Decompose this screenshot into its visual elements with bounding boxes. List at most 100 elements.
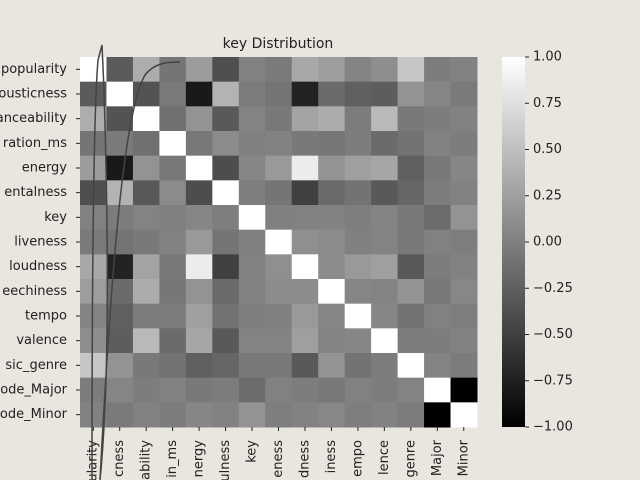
heatmap-cell xyxy=(80,81,107,107)
heatmap-cell xyxy=(450,279,478,305)
heatmap-cell xyxy=(238,353,266,379)
heatmap-cell xyxy=(318,353,346,379)
heatmap-cell xyxy=(159,57,187,83)
heatmap-cell xyxy=(291,57,319,83)
x-tick-label: empo xyxy=(350,440,365,477)
heatmap-cell xyxy=(132,377,160,403)
heatmap-cell xyxy=(238,106,266,132)
heatmap-cell xyxy=(344,81,372,107)
overlay-curve xyxy=(91,44,181,480)
heatmap-cell xyxy=(344,131,372,157)
heatmap-cell xyxy=(318,303,346,329)
heatmap-cell xyxy=(265,254,293,280)
heatmap-cell xyxy=(371,402,399,428)
heatmap-cell xyxy=(238,155,266,181)
heatmap-cell xyxy=(106,205,134,231)
colorbar-tick-label: −1.00 xyxy=(533,420,573,435)
heatmap-cell xyxy=(159,131,187,157)
heatmap-cell xyxy=(344,229,372,255)
heatmap-cell xyxy=(265,353,293,379)
heatmap-cell xyxy=(397,402,425,428)
heatmap-cell xyxy=(450,180,478,206)
heatmap-cell xyxy=(212,303,240,329)
heatmap-cell xyxy=(159,155,187,181)
heatmap-cell xyxy=(265,279,293,305)
heatmap-cell xyxy=(318,180,346,206)
heatmap-cell xyxy=(344,106,372,132)
heatmap-cell xyxy=(159,328,187,354)
x-tick-label: eness xyxy=(271,440,286,478)
heatmap-cell xyxy=(159,402,187,428)
heatmap-cell xyxy=(371,279,399,305)
heatmap-cell xyxy=(185,106,213,132)
heatmap-cell xyxy=(80,377,107,403)
heatmap-cell xyxy=(344,328,372,354)
heatmap-cell xyxy=(291,205,319,231)
heatmap-cell xyxy=(344,205,372,231)
heatmap-cell xyxy=(80,303,107,329)
chart-title: key Distribution xyxy=(223,36,334,52)
heatmap-cell xyxy=(132,229,160,255)
heatmap-cell xyxy=(265,155,293,181)
heatmap-cell xyxy=(238,328,266,354)
colorbar-tick-label: 0.75 xyxy=(533,96,562,111)
heatmap-cell xyxy=(132,205,160,231)
heatmap-cell xyxy=(450,353,478,379)
y-tick-label: valence xyxy=(16,333,67,348)
heatmap-cell xyxy=(132,180,160,206)
heatmap-cell xyxy=(238,279,266,305)
heatmap-cell xyxy=(238,377,266,403)
heatmap-cell xyxy=(344,57,372,83)
heatmap-cell xyxy=(80,353,107,379)
heatmap-cell xyxy=(450,205,478,231)
heatmap-cell xyxy=(106,57,134,83)
heatmap-cell xyxy=(424,377,452,403)
heatmap-cell xyxy=(424,57,452,83)
heatmap-cell xyxy=(265,57,293,83)
heatmap-cell xyxy=(185,180,213,206)
y-tick-label: popularity xyxy=(1,62,67,77)
heatmap-cell xyxy=(238,205,266,231)
heatmap-cell xyxy=(132,155,160,181)
heatmap-cell xyxy=(185,254,213,280)
heatmap-cell xyxy=(106,81,134,107)
heatmap-cell xyxy=(132,353,160,379)
heatmap-cell xyxy=(238,402,266,428)
y-tick-label: anceability xyxy=(0,111,67,126)
x-tick-label: genre xyxy=(403,440,418,478)
heatmap-cell xyxy=(185,57,213,83)
heatmap-cell xyxy=(212,254,240,280)
x-tick-label: cness xyxy=(112,440,127,477)
heatmap-cell xyxy=(106,229,134,255)
heatmap-cell xyxy=(397,81,425,107)
heatmap-cell xyxy=(291,81,319,107)
heatmap-cell xyxy=(265,229,293,255)
heatmap-cell xyxy=(132,303,160,329)
heatmap-cell xyxy=(80,106,107,132)
heatmap-cell xyxy=(159,81,187,107)
heatmap-cell xyxy=(397,353,425,379)
heatmap-cell xyxy=(132,106,160,132)
heatmap-cell xyxy=(371,377,399,403)
heatmap-cell xyxy=(344,377,372,403)
y-tick-label: sic_genre xyxy=(5,358,67,373)
heatmap-cell xyxy=(238,303,266,329)
colorbar-tick-label: 0.50 xyxy=(533,142,562,157)
colorbar-tick-label: 0.00 xyxy=(533,235,562,250)
heatmap-cell xyxy=(132,328,160,354)
heatmap-cell xyxy=(185,353,213,379)
heatmap-cell xyxy=(450,81,478,107)
heatmap-cell xyxy=(185,155,213,181)
heatmap-cell xyxy=(212,155,240,181)
heatmap-cell xyxy=(397,57,425,83)
heatmap-cell xyxy=(397,303,425,329)
heatmap-cell xyxy=(397,328,425,354)
heatmap-cell xyxy=(238,131,266,157)
heatmap-cell xyxy=(106,353,134,379)
x-tick-label: Minor xyxy=(456,439,471,476)
heatmap-cell xyxy=(397,377,425,403)
heatmap-cell xyxy=(291,402,319,428)
x-tick-label: ularity xyxy=(86,440,101,480)
colorbar-tick-label: 0.25 xyxy=(533,188,562,203)
heatmap-cell xyxy=(397,106,425,132)
